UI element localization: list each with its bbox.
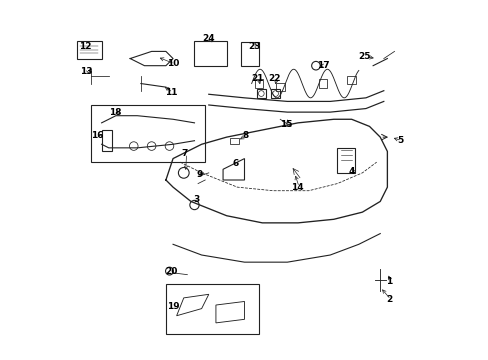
Text: 12: 12 [79, 41, 92, 50]
Bar [194, 41, 226, 66]
Bar [91, 105, 205, 162]
Text: 8: 8 [242, 131, 248, 140]
Text: 19: 19 [166, 302, 179, 311]
Text: 1: 1 [385, 277, 391, 286]
Text: 10: 10 [166, 59, 179, 68]
Bar [257, 89, 265, 98]
Text: 22: 22 [268, 74, 281, 83]
Text: 16: 16 [91, 131, 103, 140]
Bar [318, 79, 326, 88]
Bar [165, 284, 258, 334]
Bar [254, 79, 263, 88]
Text: 6: 6 [232, 159, 238, 168]
Bar [241, 42, 258, 66]
Text: 4: 4 [348, 167, 354, 176]
Bar [337, 148, 354, 173]
Bar [77, 41, 102, 59]
Text: 17: 17 [316, 61, 329, 70]
Text: 14: 14 [290, 183, 303, 192]
Bar [275, 83, 284, 91]
Bar [346, 76, 355, 84]
Text: 9: 9 [196, 170, 203, 179]
Text: 15: 15 [280, 120, 292, 129]
Text: 11: 11 [164, 88, 177, 97]
Text: 5: 5 [396, 136, 402, 145]
Text: 20: 20 [165, 267, 177, 276]
Text: 7: 7 [181, 149, 188, 158]
Bar [271, 89, 280, 98]
Text: 23: 23 [248, 41, 260, 50]
Text: 13: 13 [80, 67, 93, 76]
Text: 18: 18 [109, 108, 121, 117]
Text: 24: 24 [202, 35, 214, 44]
Text: 21: 21 [250, 74, 263, 83]
Text: 3: 3 [193, 195, 199, 204]
Bar [230, 138, 239, 144]
Text: 25: 25 [357, 52, 370, 61]
Text: 2: 2 [385, 295, 391, 304]
